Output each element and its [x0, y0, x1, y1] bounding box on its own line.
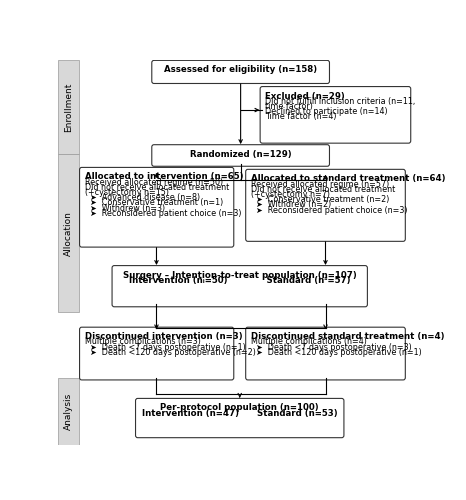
Text: (+cystectomy n=7): (+cystectomy n=7) — [251, 190, 330, 199]
Text: Did not receive allocated treatment: Did not receive allocated treatment — [85, 183, 229, 192]
Text: Received allocated regime (n=50): Received allocated regime (n=50) — [85, 178, 223, 186]
Text: Received allocated regime (n=57): Received allocated regime (n=57) — [251, 180, 389, 188]
FancyBboxPatch shape — [246, 327, 405, 380]
Text: Did not receive allocated treatment: Did not receive allocated treatment — [251, 184, 395, 194]
Text: Allocation: Allocation — [64, 211, 73, 256]
Text: Time factor (n=4): Time factor (n=4) — [265, 112, 337, 122]
Text: ➤  Reconsidered patient choice (n=3): ➤ Reconsidered patient choice (n=3) — [256, 206, 408, 214]
Text: Multiple complications (n=3): Multiple complications (n=3) — [85, 338, 200, 346]
Text: ➤  Advanced disease (n=8): ➤ Advanced disease (n=8) — [90, 193, 200, 202]
Text: Excluded (n=29): Excluded (n=29) — [265, 92, 345, 100]
Text: ➤  Death <120 days postoperative (n=1): ➤ Death <120 days postoperative (n=1) — [256, 348, 422, 357]
Text: Per-protocol population (n=100): Per-protocol population (n=100) — [160, 404, 319, 412]
Text: Discontinued standard treatment (n=4): Discontinued standard treatment (n=4) — [251, 332, 444, 341]
Text: ➤  Withdrew (n=2): ➤ Withdrew (n=2) — [256, 200, 331, 209]
Text: ➤  Withdrew (n=3): ➤ Withdrew (n=3) — [90, 204, 165, 212]
FancyBboxPatch shape — [80, 168, 234, 247]
Text: Analysis: Analysis — [64, 392, 73, 430]
Text: Randomized (n=129): Randomized (n=129) — [190, 150, 291, 158]
Text: Enrollment: Enrollment — [64, 82, 73, 132]
Text: Assessed for eligibility (n=158): Assessed for eligibility (n=158) — [164, 66, 317, 74]
Text: ➤  Conservative treatment (n=1): ➤ Conservative treatment (n=1) — [90, 198, 223, 207]
FancyBboxPatch shape — [260, 86, 411, 143]
Text: Surgery – Intention-to-treat population (n=107): Surgery – Intention-to-treat population … — [123, 270, 356, 280]
Text: Discontinued intervention (n=3): Discontinued intervention (n=3) — [85, 332, 242, 341]
Text: ➤  Reconsidered patient choice (n=3): ➤ Reconsidered patient choice (n=3) — [90, 209, 241, 218]
Text: Declined to participate (n=14): Declined to participate (n=14) — [265, 107, 388, 116]
Bar — [58, 154, 79, 312]
Bar — [58, 378, 79, 445]
Text: time factor): time factor) — [265, 102, 313, 111]
FancyBboxPatch shape — [152, 144, 329, 167]
FancyBboxPatch shape — [80, 327, 234, 380]
Text: ➤  Death <7 days postoperative (n=1): ➤ Death <7 days postoperative (n=1) — [90, 342, 246, 351]
Text: Intervention (n=47)      Standard (n=53): Intervention (n=47) Standard (n=53) — [142, 408, 337, 418]
Text: Allocated to standard treatment (n=64): Allocated to standard treatment (n=64) — [251, 174, 445, 184]
FancyBboxPatch shape — [136, 398, 344, 438]
Text: ➤  Conservative treatment (n=2): ➤ Conservative treatment (n=2) — [256, 195, 390, 204]
FancyBboxPatch shape — [112, 266, 367, 307]
Text: Multiple complications (n=4): Multiple complications (n=4) — [251, 338, 367, 346]
FancyBboxPatch shape — [152, 60, 329, 84]
Text: ➤  Death <120 days postoperative (n=2): ➤ Death <120 days postoperative (n=2) — [90, 348, 256, 357]
Text: Allocated to intervention (n=65): Allocated to intervention (n=65) — [85, 172, 243, 182]
Text: Intervention (nᵢ=50)             Standard (nˢ=57): Intervention (nᵢ=50) Standard (nˢ=57) — [129, 276, 350, 285]
Text: (+cystectomy n=15): (+cystectomy n=15) — [85, 188, 169, 197]
Text: ➤  Death <7 days postoperative (n=3): ➤ Death <7 days postoperative (n=3) — [256, 342, 412, 351]
Text: Did not fulfill inclusion criteria (n=11,: Did not fulfill inclusion criteria (n=11… — [265, 97, 415, 106]
FancyBboxPatch shape — [246, 170, 405, 242]
Bar — [58, 60, 79, 154]
